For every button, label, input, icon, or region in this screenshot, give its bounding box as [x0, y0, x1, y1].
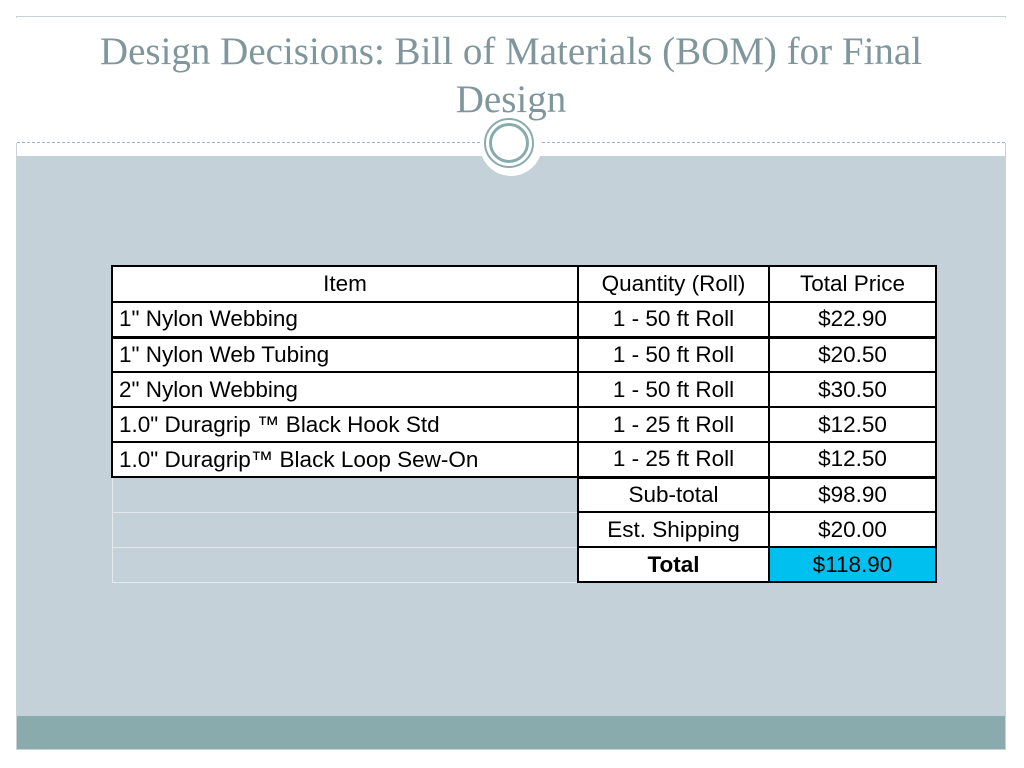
quantity-cell: 1 - 25 ft Roll: [577, 406, 770, 443]
table-row: 2" Nylon Webbing 1 - 50 ft Roll $30.50: [111, 371, 937, 408]
ornament-inner-ring: [489, 123, 529, 163]
item-name-cell: 1" Nylon Web Tubing: [111, 335, 579, 373]
table-row: 1" Nylon Webbing 1 - 50 ft Roll $22.90: [111, 301, 937, 338]
price-cell: $12.50: [768, 406, 937, 443]
shipping-label: Est. Shipping: [577, 511, 770, 548]
total-label: Total: [577, 546, 770, 583]
table-row: 1.0" Duragrip™ Black Loop Sew-On 1 - 25 f…: [111, 441, 937, 478]
price-cell: $22.90: [768, 301, 937, 338]
quantity-cell: 1 - 50 ft Roll: [577, 335, 770, 373]
header-total-price: Total Price: [768, 265, 937, 303]
subtotal-label: Sub-total: [577, 475, 770, 513]
bom-table: Item Quantity (Roll) Total Price 1" Nylo…: [111, 265, 937, 583]
table-row: 1" Nylon Web Tubing 1 - 50 ft Roll $20.50: [111, 335, 937, 373]
total-row: Total $118.90: [111, 546, 937, 583]
table-row: 1.0" Duragrip ™ Black Hook Std 1 - 25 ft …: [111, 406, 937, 443]
quantity-cell: 1 - 50 ft Roll: [577, 301, 770, 338]
table-header-row: Item Quantity (Roll) Total Price: [111, 265, 937, 303]
price-cell: $12.50: [768, 441, 937, 478]
footer-band: [17, 716, 1005, 749]
item-name-cell: 2" Nylon Webbing: [111, 371, 579, 408]
header-item: Item: [111, 265, 579, 303]
empty-cell: [111, 476, 579, 513]
item-name-cell: 1.0" Duragrip™ Black Loop Sew-On: [111, 441, 579, 478]
quantity-cell: 1 - 25 ft Roll: [577, 441, 770, 478]
shipping-row: Est. Shipping $20.00: [111, 511, 937, 548]
empty-cell: [111, 511, 579, 548]
empty-cell: [111, 546, 579, 583]
item-name-cell: 1" Nylon Webbing: [111, 301, 579, 338]
header-quantity: Quantity (Roll): [577, 265, 770, 303]
price-cell: $20.50: [768, 335, 937, 373]
slide-title: Design Decisions: Bill of Materials (BOM…: [99, 30, 923, 121]
subtotal-row: Sub-total $98.90: [111, 475, 937, 513]
quantity-cell: 1 - 50 ft Roll: [577, 371, 770, 408]
shipping-value: $20.00: [768, 511, 937, 548]
total-value: $118.90: [768, 546, 937, 583]
price-cell: $30.50: [768, 371, 937, 408]
bom-table-body: 1" Nylon Webbing 1 - 50 ft Roll $22.90 1" N…: [111, 301, 937, 583]
item-name-cell: 1.0" Duragrip ™ Black Hook Std: [111, 406, 579, 443]
subtotal-value: $98.90: [768, 475, 937, 513]
